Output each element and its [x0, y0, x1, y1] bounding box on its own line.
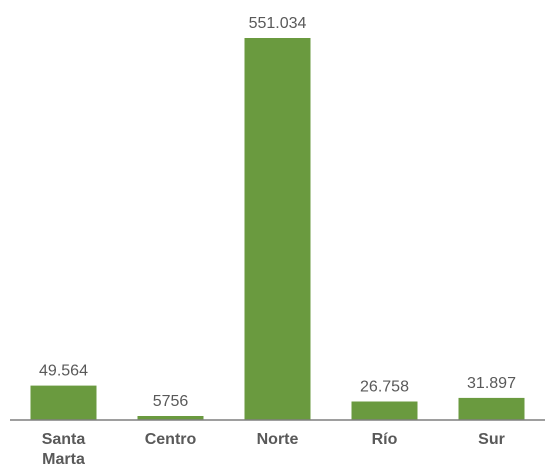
category-label-line: Marta: [42, 451, 85, 468]
category-label-line: Santa: [42, 431, 86, 448]
value-label-1: 5756: [153, 393, 189, 410]
bar-1: [137, 416, 204, 420]
category-label-0: Santa Marta: [42, 431, 86, 468]
bar-3: [351, 401, 418, 420]
category-label-4: Sur: [478, 431, 505, 448]
category-label-line: Sur: [478, 431, 505, 448]
category-label-line: Río: [372, 431, 398, 448]
value-label-0: 49.564: [39, 363, 88, 380]
category-label-line: Centro: [145, 431, 197, 448]
value-label-3: 26.758: [360, 379, 409, 396]
value-label-2: 551.034: [249, 15, 307, 32]
category-label-1: Centro: [145, 431, 197, 448]
category-label-2: Norte: [257, 431, 299, 448]
category-label-3: Río: [372, 431, 398, 448]
value-label-4: 31.897: [467, 375, 516, 392]
bar-4: [458, 397, 525, 420]
bar-0: [30, 385, 97, 420]
bars-group: [30, 38, 525, 420]
value-labels-group: 49.564 5756 551.034 26.758 31.897: [39, 15, 516, 410]
category-labels-group: Santa Marta Centro Norte Río Sur: [42, 431, 505, 468]
category-label-line: Norte: [257, 431, 299, 448]
bar-2: [244, 38, 311, 420]
